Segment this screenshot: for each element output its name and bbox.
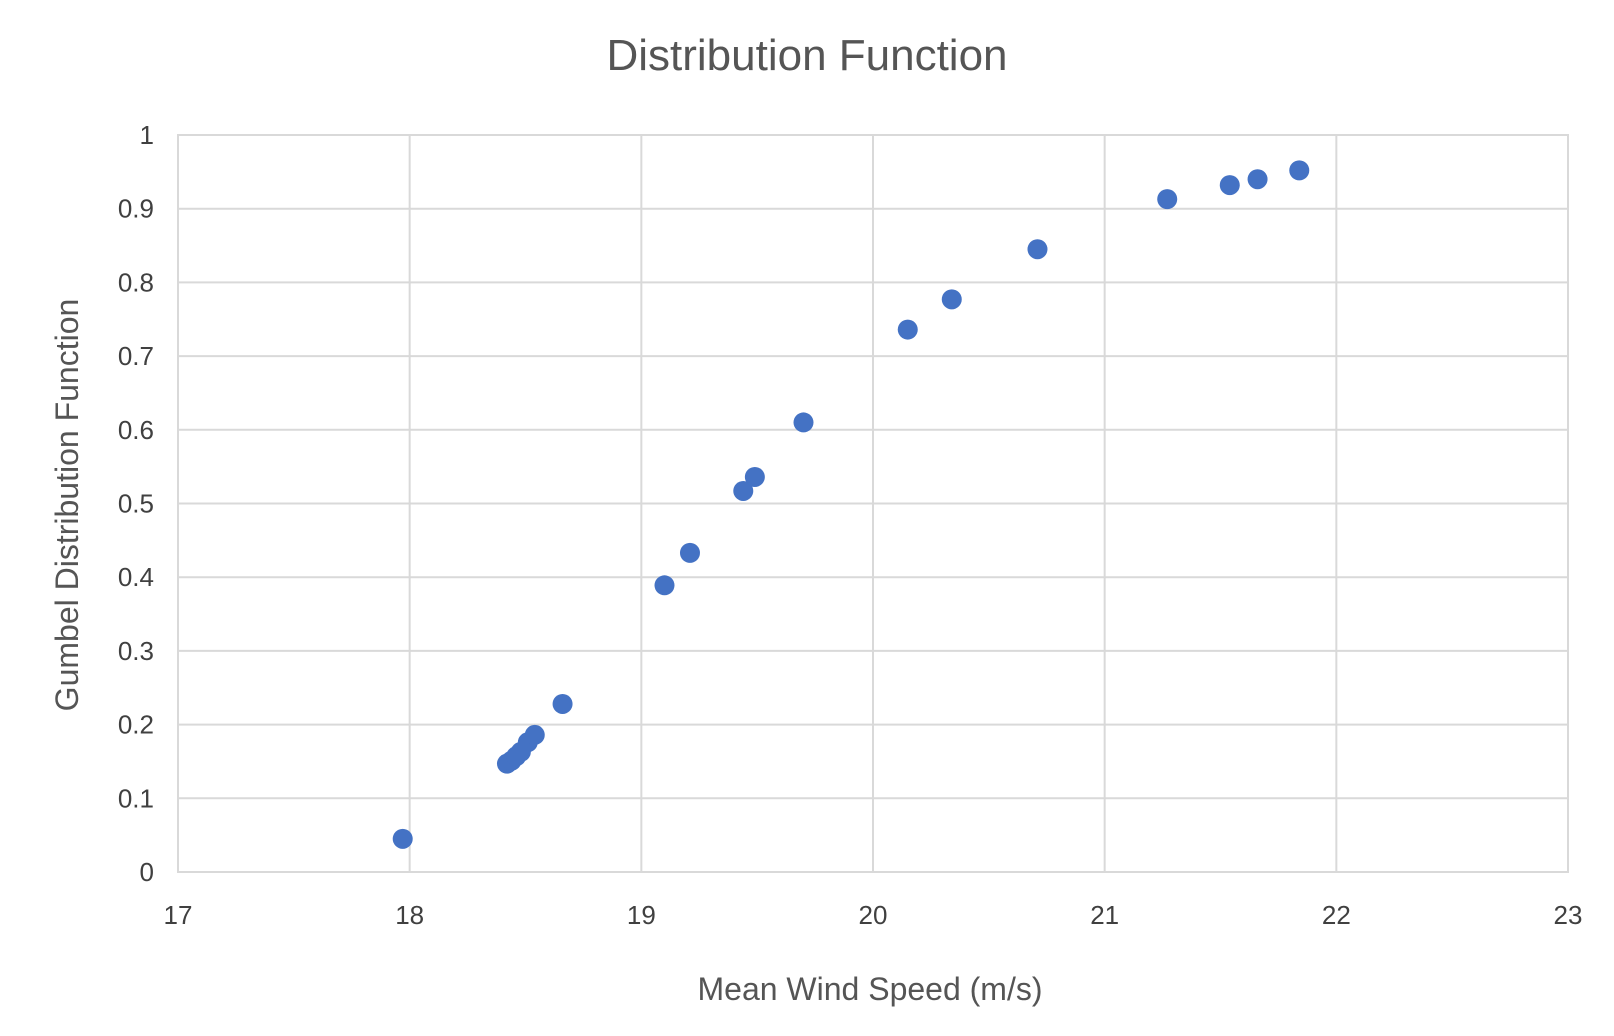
x-tick-label: 20 — [859, 900, 888, 930]
x-tick-label: 18 — [395, 900, 424, 930]
x-tick-label: 22 — [1322, 900, 1351, 930]
tick-labels: 0 0.1 0.2 0.3 0.4 0.5 0.6 0.7 0.8 0.9 1 17 18 19 20 21 2… — [118, 120, 1583, 930]
y-tick-label: 0.2 — [118, 710, 154, 740]
data-points — [392, 160, 1310, 849]
y-tick-label: 0.8 — [118, 267, 154, 297]
data-point — [1027, 239, 1048, 260]
y-tick-label: 0.9 — [118, 194, 154, 224]
y-tick-label: 0.1 — [118, 783, 154, 813]
y-axis-label: Gumbel Distribution Function — [49, 299, 85, 712]
x-tick-label: 23 — [1554, 900, 1583, 930]
x-tick-label: 17 — [164, 900, 193, 930]
data-point — [524, 724, 545, 745]
y-tick-label: 0 — [140, 857, 154, 887]
data-point — [654, 575, 675, 596]
data-point — [1247, 169, 1268, 190]
data-point — [1157, 189, 1178, 210]
data-point — [744, 466, 765, 487]
data-point — [392, 828, 413, 849]
data-point — [733, 480, 754, 501]
y-tick-label: 0.4 — [118, 562, 154, 592]
data-point — [679, 542, 700, 563]
data-point — [793, 412, 814, 433]
data-point — [941, 289, 962, 310]
plot-area — [177, 134, 1569, 873]
data-point — [897, 319, 918, 340]
x-tick-label: 19 — [627, 900, 656, 930]
x-axis-label: Mean Wind Speed (m/s) — [697, 971, 1042, 1007]
data-point — [552, 693, 573, 714]
y-tick-label: 1 — [140, 120, 154, 150]
chart-title: Distribution Function — [606, 31, 1007, 80]
y-tick-label: 0.3 — [118, 636, 154, 666]
data-point — [1289, 160, 1310, 181]
y-tick-label: 0.7 — [118, 341, 154, 371]
gridlines — [177, 134, 1569, 873]
y-tick-label: 0.6 — [118, 415, 154, 445]
data-point — [1219, 175, 1240, 196]
y-tick-label: 0.5 — [118, 489, 154, 519]
x-tick-label: 21 — [1090, 900, 1119, 930]
